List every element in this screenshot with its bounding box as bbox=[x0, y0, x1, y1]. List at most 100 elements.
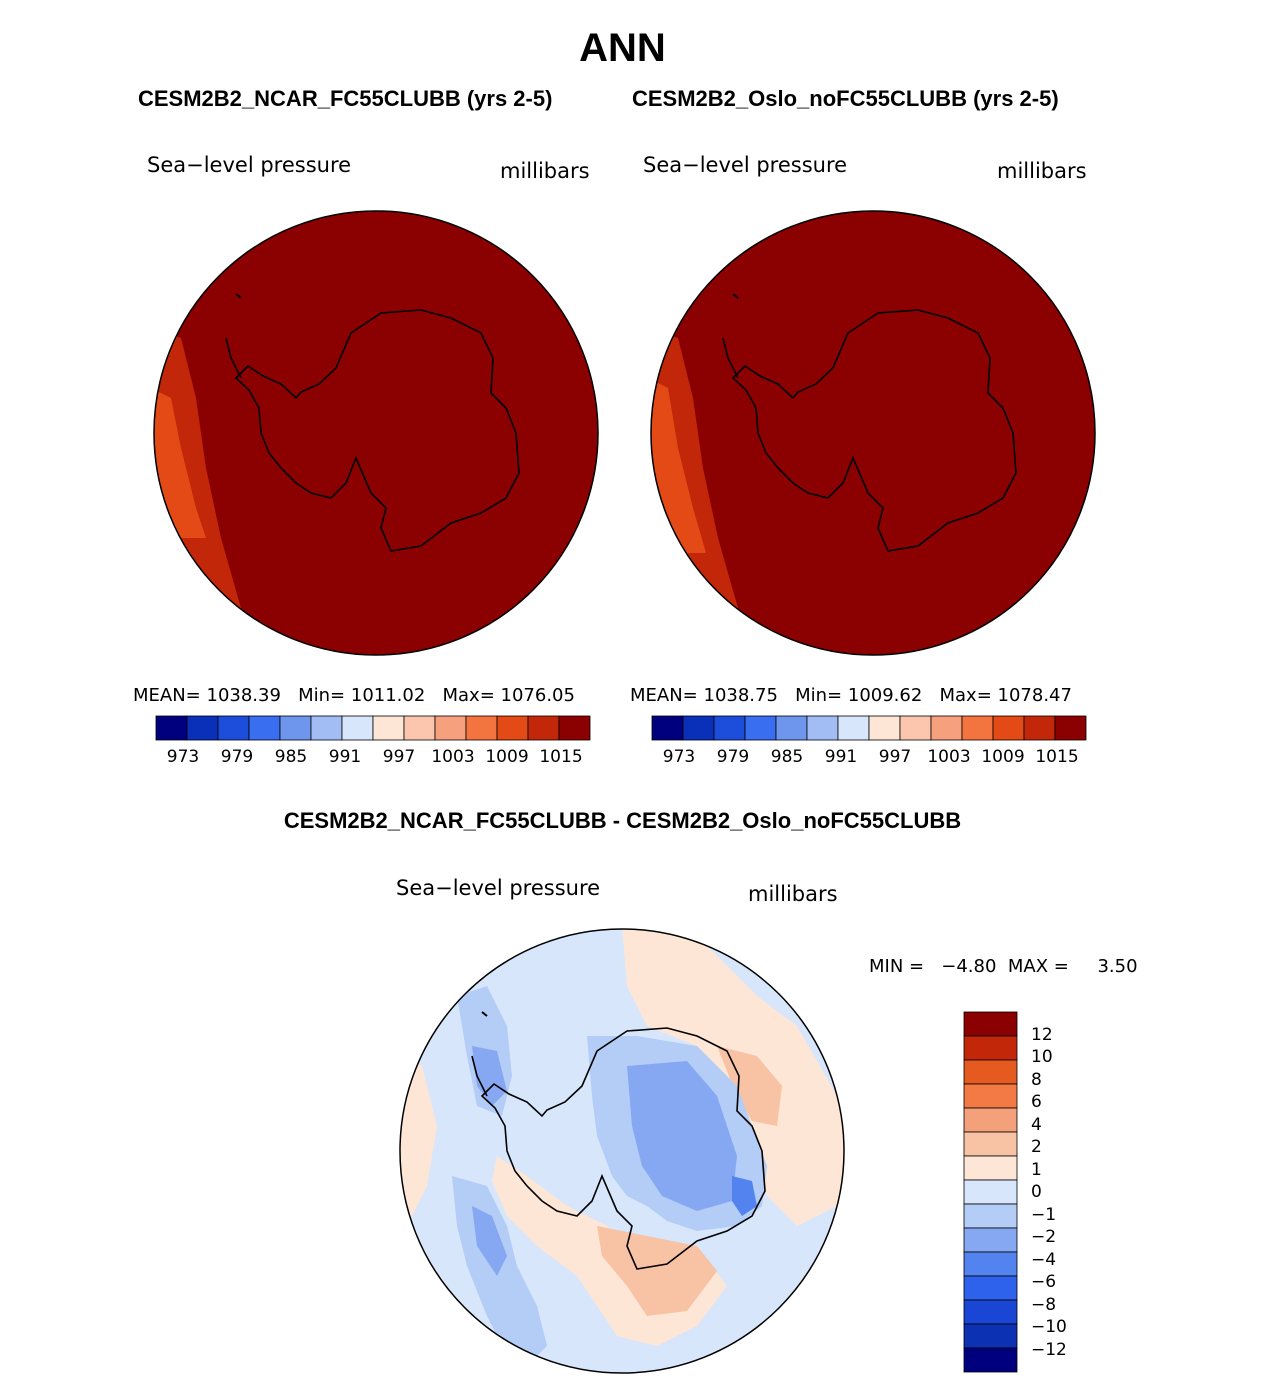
diff-positive-region bbox=[717, 1046, 782, 1126]
colorbar-tick: 991 bbox=[824, 747, 858, 767]
colorbar-swatch bbox=[992, 715, 1025, 741]
colorbar-swatch bbox=[682, 715, 715, 741]
colorbar-tick: 973 bbox=[166, 747, 200, 767]
left-polar-map bbox=[153, 210, 599, 656]
colorbar-swatch bbox=[963, 1347, 1018, 1373]
colorbar-tick: 991 bbox=[328, 747, 362, 767]
colorbar-swatch bbox=[963, 1227, 1018, 1253]
right-units-label: millibars bbox=[997, 159, 1087, 183]
colorbar-tick: 973 bbox=[662, 747, 696, 767]
colorbar-swatch bbox=[775, 715, 808, 741]
colorbar-swatch bbox=[1023, 715, 1056, 741]
antarctica-coastline bbox=[234, 309, 520, 552]
colorbar-swatch bbox=[372, 715, 405, 741]
colorbar-tick: −10 bbox=[1031, 1317, 1067, 1337]
colorbar-swatch bbox=[899, 715, 932, 741]
diff-minmax-text: MIN = −4.80 MAX = 3.50 bbox=[869, 956, 1138, 977]
colorbar-tick: 1009 bbox=[485, 747, 529, 767]
colorbar-swatch bbox=[310, 715, 343, 741]
main-title: ANN bbox=[579, 26, 666, 70]
difference-polar-map bbox=[399, 928, 845, 1374]
colorbar-swatch bbox=[963, 1011, 1018, 1037]
min-label: Min= bbox=[298, 685, 346, 706]
colorbar-swatch bbox=[963, 1059, 1018, 1085]
colorbar-tick: 985 bbox=[770, 747, 804, 767]
colorbar-swatch bbox=[558, 715, 591, 741]
colorbar-tick: 4 bbox=[1031, 1115, 1042, 1135]
colorbar-swatch bbox=[341, 715, 374, 741]
colorbar-swatch bbox=[465, 715, 498, 741]
diff-negative-region bbox=[472, 1206, 507, 1276]
colorbar-tick: 1003 bbox=[927, 747, 971, 767]
right-stats-line: MEAN= 1038.75 Min= 1009.62 Max= 1078.47 bbox=[630, 685, 1072, 706]
min-value: 1009.62 bbox=[847, 685, 923, 706]
colorbar-swatch bbox=[963, 1083, 1018, 1109]
colorbar-tick: −6 bbox=[1031, 1272, 1057, 1292]
colorbar-swatch bbox=[963, 1251, 1018, 1277]
max-label: Max= bbox=[939, 685, 992, 706]
left-stats-line: MEAN= 1038.39 Min= 1011.02 Max= 1076.05 bbox=[133, 685, 575, 706]
colorbar-tick: −8 bbox=[1031, 1295, 1057, 1315]
max-value: 1076.05 bbox=[500, 685, 575, 706]
colorbar-swatch bbox=[963, 1203, 1018, 1229]
diff-units-label: millibars bbox=[748, 882, 838, 906]
colorbar-swatch bbox=[963, 1107, 1018, 1133]
colorbar-tick: 0 bbox=[1031, 1182, 1042, 1202]
colorbar-tick: 6 bbox=[1031, 1092, 1042, 1112]
left-case-title: CESM2B2_NCAR_FC55CLUBB (yrs 2-5) bbox=[138, 86, 553, 111]
colorbar-swatch bbox=[217, 715, 250, 741]
mean-label: MEAN= bbox=[630, 685, 698, 706]
antarctica-coastline bbox=[480, 1027, 766, 1270]
colorbar-swatch bbox=[963, 1155, 1018, 1181]
colorbar-swatch bbox=[837, 715, 870, 741]
colorbar-swatch bbox=[713, 715, 746, 741]
left-colorbar bbox=[155, 715, 591, 741]
colorbar-swatch bbox=[963, 1299, 1018, 1325]
difference-title: CESM2B2_NCAR_FC55CLUBB - CESM2B2_Oslo_no… bbox=[283, 808, 962, 833]
colorbar-swatch bbox=[527, 715, 560, 741]
colorbar-swatch bbox=[963, 1035, 1018, 1061]
colorbar-tick: 1 bbox=[1031, 1160, 1042, 1180]
colorbar-tick: 979 bbox=[220, 747, 254, 767]
colorbar-swatch bbox=[248, 715, 281, 741]
colorbar-swatch bbox=[279, 715, 312, 741]
colorbar-tick: 985 bbox=[274, 747, 308, 767]
diff-negative-region bbox=[732, 1176, 757, 1216]
mean-value: 1038.75 bbox=[703, 685, 778, 706]
min-label: Min= bbox=[795, 685, 843, 706]
colorbar-tick: 1015 bbox=[1035, 747, 1079, 767]
left-field-label: Sea−level pressure bbox=[147, 153, 352, 177]
colorbar-swatch bbox=[403, 715, 436, 741]
colorbar-swatch bbox=[1054, 715, 1087, 741]
colorbar-tick: 979 bbox=[716, 747, 750, 767]
min-value: 1011.02 bbox=[350, 685, 426, 706]
left-units-label: millibars bbox=[500, 159, 590, 183]
colorbar-tick: 10 bbox=[1031, 1047, 1053, 1067]
colorbar-tick: 1015 bbox=[539, 747, 583, 767]
colorbar-swatch bbox=[496, 715, 529, 741]
colorbar-swatch bbox=[963, 1323, 1018, 1349]
mean-value: 1038.39 bbox=[206, 685, 281, 706]
colorbar-tick: 1003 bbox=[431, 747, 475, 767]
colorbar-swatch bbox=[434, 715, 467, 741]
diff-negative-region bbox=[472, 1046, 507, 1106]
colorbar-swatch bbox=[961, 715, 994, 741]
colorbar-tick: 8 bbox=[1031, 1070, 1042, 1090]
colorbar-tick: −1 bbox=[1031, 1205, 1057, 1225]
colorbar-tick: 997 bbox=[382, 747, 416, 767]
colorbar-tick: −2 bbox=[1031, 1227, 1057, 1247]
diff-field-label: Sea−level pressure bbox=[396, 876, 601, 900]
colorbar-tick: 997 bbox=[878, 747, 912, 767]
mean-label: MEAN= bbox=[133, 685, 201, 706]
colorbar-swatch bbox=[155, 715, 188, 741]
right-field-label: Sea−level pressure bbox=[643, 153, 848, 177]
colorbar-swatch bbox=[963, 1131, 1018, 1157]
colorbar-swatch bbox=[868, 715, 901, 741]
right-case-title: CESM2B2_Oslo_noFC55CLUBB (yrs 2-5) bbox=[632, 86, 1059, 111]
colorbar-swatch bbox=[806, 715, 839, 741]
difference-colorbar bbox=[963, 1011, 1018, 1373]
diff-negative-region bbox=[627, 1061, 737, 1211]
right-polar-map bbox=[650, 210, 1096, 656]
colorbar-swatch bbox=[651, 715, 684, 741]
colorbar-swatch bbox=[186, 715, 219, 741]
